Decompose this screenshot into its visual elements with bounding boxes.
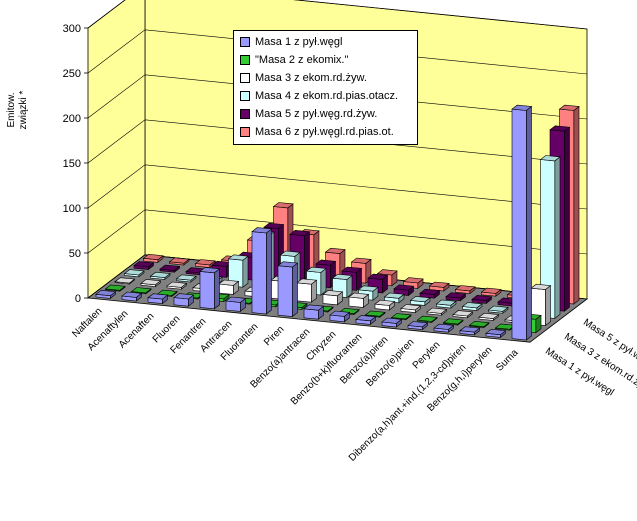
bar-3-11 xyxy=(409,296,431,307)
legend-swatch xyxy=(240,109,250,119)
bar-4-13 xyxy=(471,294,493,305)
bar-0-6 xyxy=(251,227,273,315)
gridline xyxy=(87,164,588,210)
bar-0-15 xyxy=(485,328,507,339)
bars xyxy=(95,104,580,341)
bar-2-8 xyxy=(322,290,344,306)
legend-label: Masa 5 z pył.węg.rd.żyw. xyxy=(255,108,378,120)
bar-5-13 xyxy=(480,287,502,297)
legend-swatch xyxy=(240,127,250,137)
bar-2-13 xyxy=(452,310,474,319)
bar-1-14 xyxy=(468,320,490,329)
side-wall xyxy=(87,0,146,299)
bar-0-12 xyxy=(407,321,429,331)
bar-0-5 xyxy=(225,296,247,313)
y-axis-label-line-2: związki * xyxy=(18,90,29,130)
bar-1-13 xyxy=(442,318,464,326)
bar-3-12 xyxy=(435,299,457,309)
bar-3-13 xyxy=(461,302,483,312)
bar-2-4 xyxy=(218,279,240,296)
legend-label: Masa 6 z pył.węgl.rd.pias.ot. xyxy=(255,126,394,138)
bar-2-7 xyxy=(296,278,318,303)
bar-2-0 xyxy=(114,277,136,285)
gridline xyxy=(87,0,588,30)
legend-label: Masa 4 z ekom.rd.pias.otacz. xyxy=(255,90,399,102)
bar-2-10 xyxy=(374,299,396,311)
bar-4-12 xyxy=(445,292,467,302)
bar-3-16 xyxy=(539,155,561,320)
bar-2-1 xyxy=(140,279,162,288)
bar-0-14 xyxy=(459,326,481,336)
legend-item: Masa 5 z pył.węg.rd.żyw. xyxy=(240,105,413,123)
bar-0-13 xyxy=(433,323,455,333)
y-tick-label: 300 xyxy=(63,23,81,35)
bar-1-0 xyxy=(104,284,126,292)
y-axis-label: Emitow. związki * xyxy=(6,80,30,140)
bar-0-2 xyxy=(147,293,169,305)
depth-tick-label: Masa 1 z pył.węgl xyxy=(543,346,616,399)
bar-3-1 xyxy=(149,271,171,281)
gridline xyxy=(87,74,588,120)
bar-0-7 xyxy=(277,261,299,318)
bar-0-16 xyxy=(511,104,533,341)
legend-item: "Masa 2 z ekomix." xyxy=(240,51,413,69)
bar-0-0 xyxy=(95,289,117,300)
bar-0-3 xyxy=(173,293,195,307)
legend-label: Masa 1 z pył.węgl xyxy=(255,36,343,48)
y-tick-label: 100 xyxy=(63,203,81,215)
y-tick-label: 50 xyxy=(69,248,81,260)
x-tick-label: Suma xyxy=(494,347,521,374)
bar-0-4 xyxy=(199,267,221,310)
legend-swatch xyxy=(240,91,250,101)
bar-0-10 xyxy=(355,315,377,326)
legend: Masa 1 z pył.węgl "Masa 2 z ekomix." Masa … xyxy=(233,30,418,145)
gridline xyxy=(87,119,588,165)
legend-item: Masa 4 z ekom.rd.pias.otacz. xyxy=(240,87,413,105)
y-tick-label: 250 xyxy=(63,68,81,80)
bar-4-0 xyxy=(133,261,155,271)
bar-1-12 xyxy=(416,315,438,324)
bar-2-11 xyxy=(400,304,422,314)
legend-label: Masa 3 z ekom.rd.żyw. xyxy=(255,72,367,84)
bar-2-14 xyxy=(478,312,500,322)
gridline xyxy=(87,29,588,75)
bar-3-10 xyxy=(383,292,405,304)
y-tick-label: 200 xyxy=(63,113,81,125)
legend-item: Masa 1 z pył.węgl xyxy=(240,33,413,51)
bar-2-9 xyxy=(348,292,370,309)
y-tick-label: 150 xyxy=(63,158,81,170)
gridlines xyxy=(87,0,588,300)
y-axis-ticks: 0 50 100 150 200 250 300 xyxy=(63,23,88,305)
legend-swatch xyxy=(240,55,250,65)
bar-5-0 xyxy=(142,253,164,264)
bar-5-2 xyxy=(194,259,216,269)
bar-3-14 xyxy=(487,305,509,314)
x-tick-label: Piren xyxy=(262,324,286,348)
legend-swatch xyxy=(240,73,250,83)
legend-item: Masa 6 z pył.węgl.rd.pias.ot. xyxy=(240,123,413,141)
bar-0-1 xyxy=(121,291,143,302)
legend-label: "Masa 2 z ekomix." xyxy=(255,54,349,66)
bar-4-1 xyxy=(159,264,181,273)
y-tick-label: 0 xyxy=(75,293,81,305)
bar-1-11 xyxy=(390,313,412,321)
bar-3-2 xyxy=(175,274,197,283)
bar-2-2 xyxy=(166,281,188,290)
bar-2-12 xyxy=(426,307,448,316)
bar-5-1 xyxy=(168,257,190,266)
legend-swatch xyxy=(240,37,250,47)
gridline xyxy=(87,209,588,255)
bar-0-11 xyxy=(381,317,403,328)
legend-item: Masa 3 z ekom.rd.żyw. xyxy=(240,69,413,87)
bar-1-10 xyxy=(364,310,386,318)
bar-5-12 xyxy=(454,285,476,295)
bar-0-8 xyxy=(303,304,325,320)
bar-3-4 xyxy=(227,254,249,288)
bar-4-11 xyxy=(419,288,441,299)
y-axis-label-line-1: Emitow. xyxy=(6,92,17,128)
bar-0-9 xyxy=(329,310,351,323)
bar-3-0 xyxy=(123,269,145,278)
bar-1-1 xyxy=(130,287,152,295)
